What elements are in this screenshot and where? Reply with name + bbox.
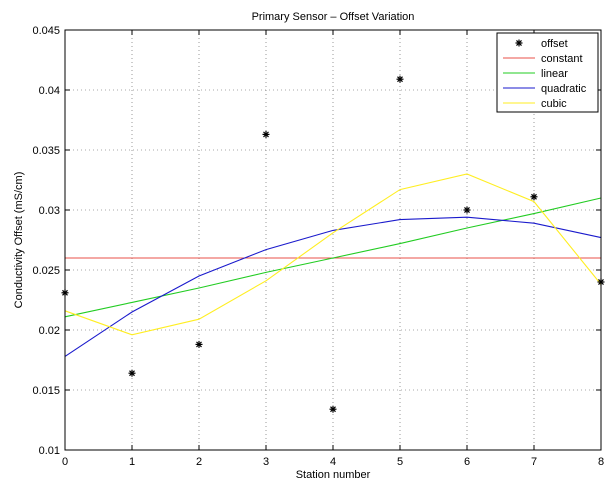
asterisk-stroke xyxy=(516,40,522,46)
y-tick-label: 0.02 xyxy=(39,325,60,337)
y-tick-label: 0.025 xyxy=(32,265,60,277)
data-point-offset xyxy=(396,75,404,83)
y-axis-label: Conductivity Offset (mS/cm) xyxy=(13,172,25,309)
x-tick-label: 3 xyxy=(263,456,269,468)
asterisk-stroke xyxy=(263,131,269,138)
x-tick-label: 7 xyxy=(531,456,537,468)
asterisk-stroke xyxy=(531,193,537,200)
chart-title: Primary Sensor – Offset Variation xyxy=(252,11,415,23)
asterisk-stroke xyxy=(464,207,470,213)
legend-label-offset: offset xyxy=(541,38,568,50)
x-tick-label: 1 xyxy=(129,456,135,468)
legend: offset constant linear quadratic cubic xyxy=(496,32,599,113)
data-point-offset xyxy=(329,405,337,413)
asterisk-stroke xyxy=(129,370,135,377)
legend-label-linear: linear xyxy=(541,68,568,80)
x-tick-label: 6 xyxy=(464,456,470,468)
x-axis-label: Station number xyxy=(296,469,371,481)
x-tick-label: 2 xyxy=(196,456,202,468)
y-tick-label: 0.01 xyxy=(39,445,60,457)
y-tick-label: 0.04 xyxy=(39,85,60,97)
x-tick-label: 5 xyxy=(397,456,403,468)
asterisk-stroke xyxy=(330,406,336,413)
series-line-cubic xyxy=(64,173,602,336)
x-tick-label: 4 xyxy=(330,456,336,468)
data-point-offset xyxy=(530,193,538,201)
data-point-offset xyxy=(463,206,471,214)
data-point-offset xyxy=(195,340,203,348)
asterisk-stroke xyxy=(397,76,403,83)
legend-label-constant: constant xyxy=(541,53,583,65)
data-point-offset xyxy=(262,130,270,138)
series-line-linear xyxy=(64,197,602,318)
x-tick-label: 0 xyxy=(62,456,68,468)
y-tick-label: 0.03 xyxy=(39,205,60,217)
y-tick-label: 0.045 xyxy=(32,25,60,37)
legend-label-quadratic: quadratic xyxy=(541,83,587,95)
y-tick-label: 0.035 xyxy=(32,145,60,157)
data-point-offset xyxy=(128,369,136,377)
grid-lines xyxy=(65,30,601,450)
x-tick-label: 8 xyxy=(598,456,604,468)
y-tick-label: 0.015 xyxy=(32,385,60,397)
asterisk-stroke xyxy=(196,341,202,348)
series-line-quadratic xyxy=(64,216,602,357)
axis-ticks: 0 1 2 3 4 5 6 7 8 0.01 0.015 0.02 0.025 0.03 0.035 0.04… xyxy=(32,25,604,468)
legend-marker-offset xyxy=(515,39,523,47)
legend-label-cubic: cubic xyxy=(541,98,567,110)
